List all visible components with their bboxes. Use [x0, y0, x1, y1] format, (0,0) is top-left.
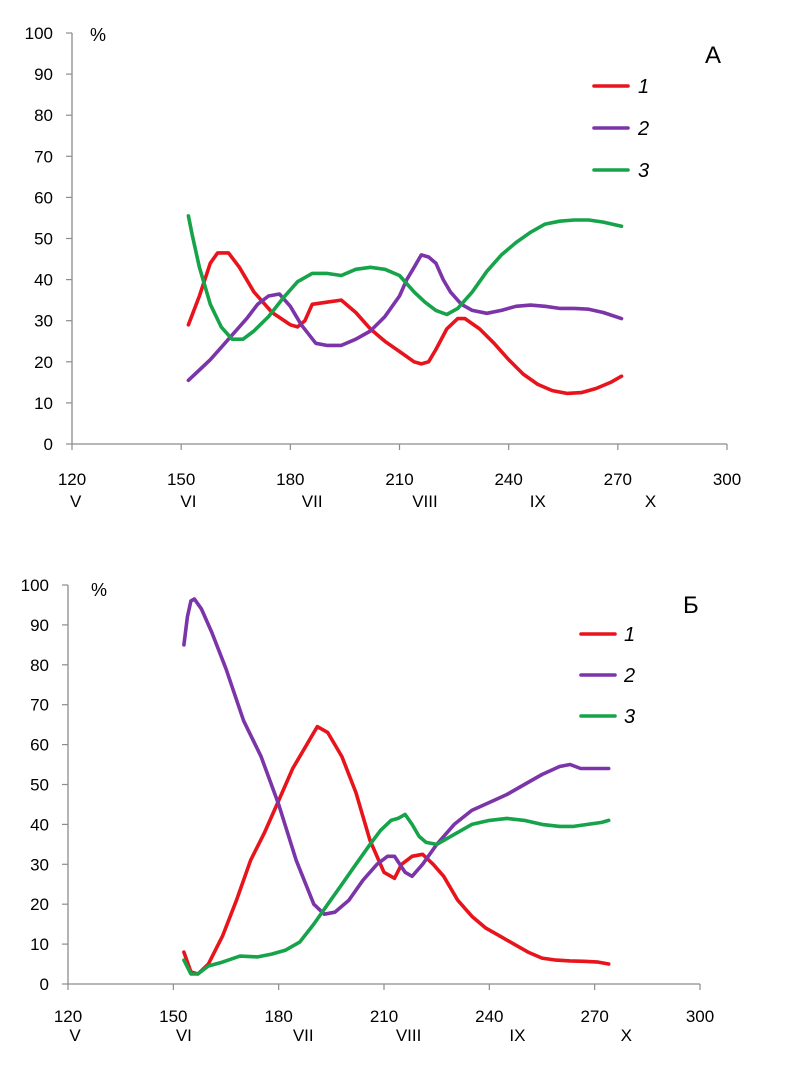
legend-label-1: 1 [624, 624, 635, 646]
legend-label-3: 3 [638, 160, 649, 182]
y-tick-label: 100 [21, 576, 49, 595]
series-2-line [182, 597, 611, 917]
x-tick-label: 300 [686, 1007, 714, 1026]
y-tick-label: 50 [34, 230, 53, 249]
y-tick-label: 0 [40, 975, 49, 994]
y-tick-label: 40 [34, 271, 53, 290]
month-label: IX [509, 1026, 525, 1045]
x-tick-label: 150 [159, 1007, 187, 1026]
month-label: VI [180, 492, 196, 511]
y-tick-label: 50 [30, 776, 49, 795]
x-tick-label: 180 [264, 1007, 292, 1026]
y-tick-label: 20 [30, 895, 49, 914]
legend-label-2: 2 [637, 118, 649, 140]
month-label: VI [176, 1026, 192, 1045]
chart-panel-b: 0 10 20 30 40 50 60 70 80 90 100 120 150 180 210 240 270… [21, 576, 715, 1045]
month-label: VII [302, 492, 323, 511]
y-tick-label: 80 [34, 106, 53, 125]
x-tick-label: 120 [58, 470, 86, 489]
y-tick-label: 20 [34, 353, 53, 372]
month-label: IX [530, 492, 546, 511]
x-tick-label: 210 [385, 470, 413, 489]
x-tick-label: 300 [713, 470, 741, 489]
x-tick-label: 240 [475, 1007, 503, 1026]
y-tick-label: 90 [34, 65, 53, 84]
legend-label-2: 2 [623, 665, 635, 687]
y-tick-label: 30 [30, 855, 49, 874]
series-1-line [182, 724, 611, 976]
x-tick-label: 210 [370, 1007, 398, 1026]
month-label: X [621, 1026, 632, 1045]
y-tick-label: 100 [25, 24, 53, 43]
series-2-line [186, 253, 624, 383]
series-3-line [182, 812, 611, 976]
y-tick-label: 70 [30, 696, 49, 715]
y-tick-label: 0 [44, 435, 53, 454]
y-tick-label: 90 [30, 616, 49, 635]
y-axis-unit-label: % [90, 25, 106, 45]
y-tick-label: 80 [30, 656, 49, 675]
month-label: VIII [396, 1026, 422, 1045]
y-tick-label: 60 [30, 736, 49, 755]
panel-label: Б [683, 592, 699, 619]
legend-label-1: 1 [638, 76, 649, 98]
y-tick-label: 40 [30, 815, 49, 834]
legend-label-3: 3 [624, 706, 635, 728]
month-label: VII [293, 1026, 314, 1045]
y-tick-label: 10 [34, 394, 53, 413]
y-tick-label: 60 [34, 188, 53, 207]
month-label: V [70, 492, 82, 511]
series-1-line [186, 251, 624, 396]
month-label: VIII [412, 492, 438, 511]
series-3-line [186, 214, 624, 342]
panel-label: А [705, 42, 721, 69]
x-tick-label: 150 [167, 470, 195, 489]
y-axis-unit-label: % [91, 580, 107, 600]
x-tick-label: 120 [54, 1007, 82, 1026]
month-label: V [69, 1026, 81, 1045]
x-tick-label: 180 [276, 470, 304, 489]
y-tick-label: 70 [34, 147, 53, 166]
x-tick-label: 240 [494, 470, 522, 489]
month-label: X [645, 492, 656, 511]
y-tick-label: 10 [30, 935, 49, 954]
y-tick-label: 30 [34, 312, 53, 331]
chart-panel-a: 0 10 20 30 40 50 60 70 80 90 100 120 150 180 210 240 270… [25, 24, 742, 511]
x-tick-label: 270 [604, 470, 632, 489]
x-tick-label: 270 [580, 1007, 608, 1026]
